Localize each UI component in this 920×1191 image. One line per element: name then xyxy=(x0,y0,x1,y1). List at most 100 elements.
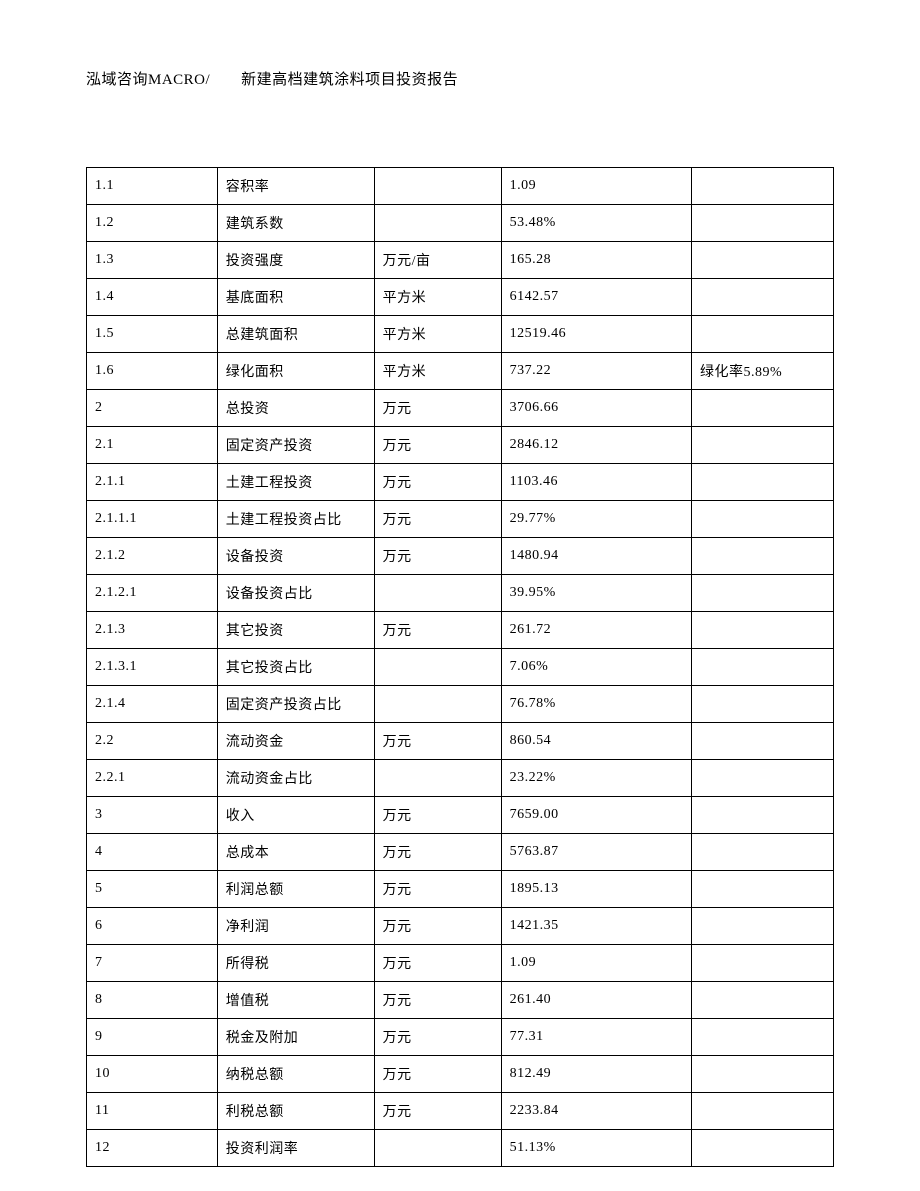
table-cell: 2.2.1 xyxy=(87,760,218,797)
table-cell: 165.28 xyxy=(501,242,691,279)
table-row: 2.1.1土建工程投资万元1103.46 xyxy=(87,464,834,501)
table-cell: 51.13% xyxy=(501,1130,691,1167)
table-cell: 1480.94 xyxy=(501,538,691,575)
table-cell xyxy=(374,575,501,612)
table-cell xyxy=(692,723,834,760)
table-cell xyxy=(692,908,834,945)
table-cell: 2.2 xyxy=(87,723,218,760)
table-cell: 860.54 xyxy=(501,723,691,760)
table-cell: 1103.46 xyxy=(501,464,691,501)
table-cell: 10 xyxy=(87,1056,218,1093)
table-cell: 1.5 xyxy=(87,316,218,353)
table-row: 2.1.3.1其它投资占比7.06% xyxy=(87,649,834,686)
table-cell xyxy=(692,279,834,316)
table-cell: 2.1.3 xyxy=(87,612,218,649)
table-row: 2.1.4固定资产投资占比76.78% xyxy=(87,686,834,723)
table-cell: 11 xyxy=(87,1093,218,1130)
table-cell: 1421.35 xyxy=(501,908,691,945)
table-cell xyxy=(692,538,834,575)
table-cell: 万元 xyxy=(374,390,501,427)
table-row: 9税金及附加万元77.31 xyxy=(87,1019,834,1056)
table-cell: 万元 xyxy=(374,834,501,871)
table-cell: 6142.57 xyxy=(501,279,691,316)
table-cell: 4 xyxy=(87,834,218,871)
table-row: 1.4基底面积平方米6142.57 xyxy=(87,279,834,316)
table-cell: 固定资产投资占比 xyxy=(217,686,374,723)
table-body: 1.1容积率1.091.2建筑系数53.48%1.3投资强度万元/亩165.28… xyxy=(87,168,834,1167)
table-cell: 固定资产投资 xyxy=(217,427,374,464)
table-cell: 261.40 xyxy=(501,982,691,1019)
table-cell: 万元 xyxy=(374,908,501,945)
table-cell: 设备投资 xyxy=(217,538,374,575)
table-cell: 6 xyxy=(87,908,218,945)
table-cell: 万元 xyxy=(374,1093,501,1130)
table-cell: 万元 xyxy=(374,427,501,464)
table-cell: 容积率 xyxy=(217,168,374,205)
table-cell xyxy=(374,1130,501,1167)
table-cell: 1.09 xyxy=(501,945,691,982)
table-cell: 总建筑面积 xyxy=(217,316,374,353)
table-row: 1.2建筑系数53.48% xyxy=(87,205,834,242)
table-row: 11利税总额万元2233.84 xyxy=(87,1093,834,1130)
table-cell: 2.1.2.1 xyxy=(87,575,218,612)
table-cell: 其它投资占比 xyxy=(217,649,374,686)
table-cell xyxy=(374,686,501,723)
table-cell xyxy=(692,501,834,538)
table-cell: 2 xyxy=(87,390,218,427)
table-cell: 3 xyxy=(87,797,218,834)
table-cell xyxy=(692,1056,834,1093)
table-cell: 土建工程投资占比 xyxy=(217,501,374,538)
table-cell xyxy=(692,242,834,279)
table-row: 1.3投资强度万元/亩165.28 xyxy=(87,242,834,279)
table-cell: 其它投资 xyxy=(217,612,374,649)
table-cell xyxy=(692,427,834,464)
table-cell xyxy=(692,168,834,205)
table-cell: 流动资金 xyxy=(217,723,374,760)
table-cell: 总投资 xyxy=(217,390,374,427)
table-cell: 投资利润率 xyxy=(217,1130,374,1167)
table-row: 2.2流动资金万元860.54 xyxy=(87,723,834,760)
table-cell: 万元/亩 xyxy=(374,242,501,279)
table-cell: 7659.00 xyxy=(501,797,691,834)
table-cell xyxy=(374,205,501,242)
table-cell: 5763.87 xyxy=(501,834,691,871)
document-header: 泓域咨询MACRO/ 新建高档建筑涂料项目投资报告 xyxy=(86,68,834,89)
table-cell xyxy=(692,686,834,723)
table-cell xyxy=(692,612,834,649)
table-row: 2.1固定资产投资万元2846.12 xyxy=(87,427,834,464)
table-cell: 7.06% xyxy=(501,649,691,686)
table-cell: 29.77% xyxy=(501,501,691,538)
table-row: 2.1.1.1土建工程投资占比万元29.77% xyxy=(87,501,834,538)
table-cell: 建筑系数 xyxy=(217,205,374,242)
table-cell: 9 xyxy=(87,1019,218,1056)
table-cell: 利润总额 xyxy=(217,871,374,908)
table-cell: 2.1.1.1 xyxy=(87,501,218,538)
table-cell xyxy=(692,1019,834,1056)
table-cell: 万元 xyxy=(374,871,501,908)
table-cell: 76.78% xyxy=(501,686,691,723)
table-cell: 1.1 xyxy=(87,168,218,205)
table-cell: 绿化率5.89% xyxy=(692,353,834,390)
table-cell xyxy=(692,760,834,797)
table-row: 2.2.1流动资金占比23.22% xyxy=(87,760,834,797)
table-cell xyxy=(692,575,834,612)
table-cell: 所得税 xyxy=(217,945,374,982)
table-row: 7所得税万元1.09 xyxy=(87,945,834,982)
table-cell: 737.22 xyxy=(501,353,691,390)
table-cell: 平方米 xyxy=(374,279,501,316)
table-cell: 增值税 xyxy=(217,982,374,1019)
table-cell xyxy=(692,1130,834,1167)
table-cell: 万元 xyxy=(374,945,501,982)
table-cell: 平方米 xyxy=(374,353,501,390)
table-cell: 税金及附加 xyxy=(217,1019,374,1056)
table-cell: 2.1 xyxy=(87,427,218,464)
table-cell: 2.1.2 xyxy=(87,538,218,575)
table-cell: 2.1.1 xyxy=(87,464,218,501)
table-row: 1.6绿化面积平方米737.22绿化率5.89% xyxy=(87,353,834,390)
table-cell: 2846.12 xyxy=(501,427,691,464)
table-cell: 23.22% xyxy=(501,760,691,797)
table-cell: 投资强度 xyxy=(217,242,374,279)
table-cell: 53.48% xyxy=(501,205,691,242)
table-cell: 纳税总额 xyxy=(217,1056,374,1093)
table-cell xyxy=(692,797,834,834)
